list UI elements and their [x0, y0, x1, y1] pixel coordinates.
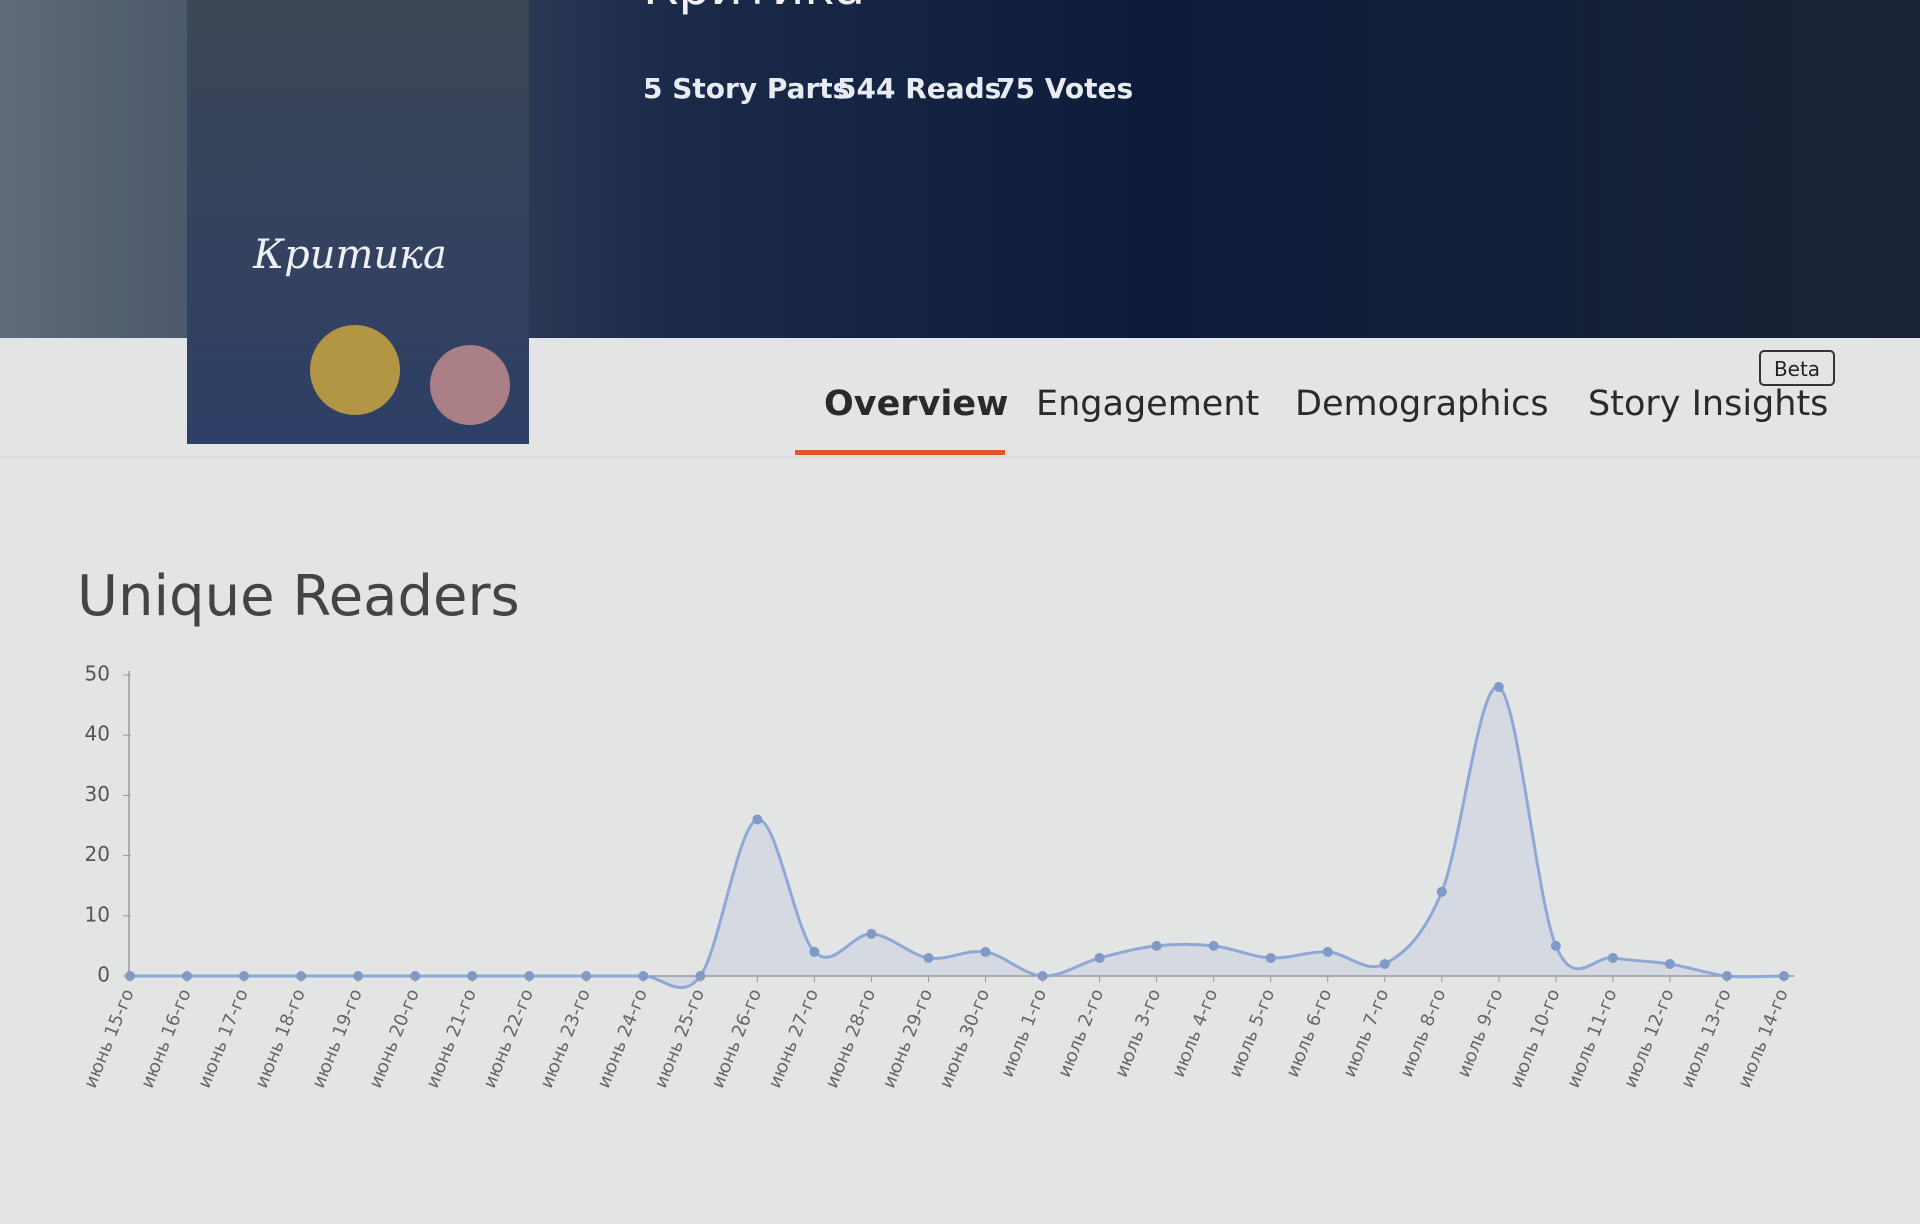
x-tick-label: июнь 18-го	[251, 986, 310, 1091]
point	[1664, 958, 1675, 969]
tab[interactable]: Story Insights	[1588, 384, 1828, 424]
chart-title: Unique Readers	[77, 564, 520, 629]
point	[752, 814, 763, 825]
x-tick-label: июнь 21-го	[422, 986, 481, 1091]
cover-sun	[310, 325, 400, 415]
y-tick-label: 0	[97, 963, 110, 987]
x-tick-label: июль 9-го	[1453, 986, 1507, 1080]
x-tick-label: июнь 19-го	[308, 986, 367, 1091]
point	[1322, 946, 1333, 957]
x-tick-label: июнь 27-го	[764, 986, 823, 1091]
x-tick-label: июль 6-го	[1282, 986, 1336, 1080]
y-tick-label: 30	[85, 782, 110, 806]
x-tick-label: июнь 26-го	[707, 986, 766, 1091]
beta-label: Beta	[1774, 357, 1820, 381]
y-tick-label: 10	[85, 902, 110, 926]
x-tick-label: июль 11-го	[1563, 986, 1622, 1091]
x-tick-label: июнь 22-го	[479, 986, 538, 1091]
tab[interactable]: Overview	[824, 384, 1008, 424]
x-tick-label: июль 7-го	[1339, 986, 1393, 1080]
tab[interactable]: Demographics	[1295, 384, 1549, 424]
point	[923, 952, 934, 963]
y-tick-label: 20	[85, 842, 110, 866]
point	[980, 946, 991, 957]
stat: 544 Reads	[837, 72, 1001, 105]
x-tick-label: июнь 16-го	[137, 986, 196, 1091]
cover-moon	[430, 345, 510, 425]
point	[1151, 940, 1162, 951]
x-tick-label: июль 4-го	[1168, 986, 1222, 1080]
point	[1265, 952, 1276, 963]
x-tick-label: июнь 23-го	[536, 986, 595, 1091]
x-tick-label: июль 13-го	[1677, 986, 1736, 1091]
stat: 5 Story Parts	[643, 72, 849, 105]
story-title: Критика	[643, 0, 865, 16]
x-tick-label: июнь 24-го	[593, 986, 652, 1091]
point	[1436, 886, 1447, 897]
cover-title: Критика	[252, 232, 447, 278]
tab[interactable]: Engagement	[1036, 384, 1259, 424]
y-tick-label: 50	[85, 662, 110, 686]
x-tick-label: июль 10-го	[1506, 986, 1565, 1091]
area	[130, 686, 1784, 988]
x-tick-label: июль 14-го	[1734, 986, 1793, 1091]
stat: 75 Votes	[996, 72, 1133, 105]
x-tick-label: июнь 25-го	[650, 986, 709, 1091]
x-tick-label: июнь 17-го	[194, 986, 253, 1091]
point	[1550, 940, 1561, 951]
x-tick-label: июль 12-го	[1620, 986, 1679, 1091]
x-tick-label: июнь 20-го	[365, 986, 424, 1091]
x-tick-label: июль 5-го	[1225, 986, 1279, 1080]
x-tick-label: июль 8-го	[1396, 986, 1450, 1080]
point	[809, 946, 820, 957]
x-tick-label: июль 1-го	[997, 986, 1051, 1080]
y-tick-label: 40	[85, 722, 110, 746]
point	[1379, 958, 1390, 969]
point	[1493, 682, 1504, 693]
beta-badge	[1759, 350, 1835, 386]
point	[866, 928, 877, 939]
tab-underline	[795, 450, 1005, 455]
point	[1094, 952, 1105, 963]
x-tick-label: июнь 30-го	[935, 986, 994, 1091]
x-tick-label: июнь 15-го	[80, 986, 139, 1091]
x-tick-label: июль 2-го	[1054, 986, 1108, 1080]
point	[1208, 940, 1219, 951]
x-tick-label: июнь 28-го	[821, 986, 880, 1091]
x-tick-label: июль 3-го	[1111, 986, 1165, 1080]
point	[1607, 952, 1618, 963]
x-tick-label: июнь 29-го	[878, 986, 937, 1091]
